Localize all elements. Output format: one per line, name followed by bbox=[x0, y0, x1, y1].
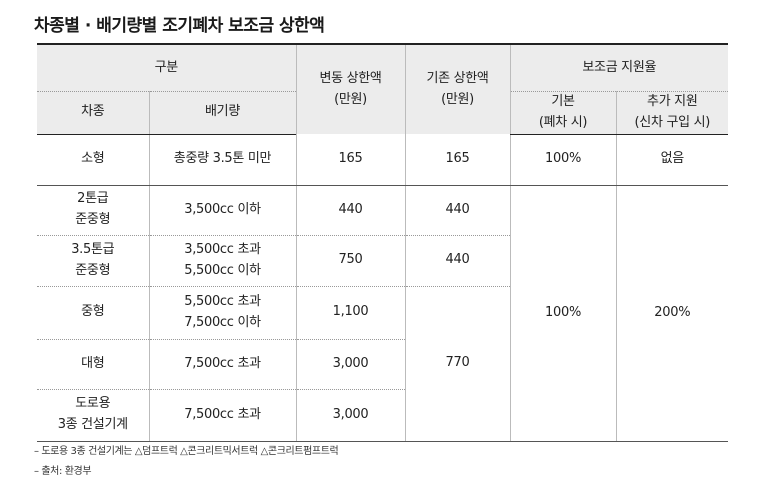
cell-vehicle-type: 2톤급 준중형 bbox=[37, 185, 149, 236]
cell-displacement-line1: 5,500cc 초과 bbox=[184, 293, 261, 309]
cell-vehicle-type-line2: 준중형 bbox=[75, 212, 111, 228]
header-existing-cap-line2: (만원) bbox=[441, 91, 474, 107]
subsidy-table-container: 구분 변동 상한액 (만원) 기존 상한액 (만원) 보조금 지원율 차종 배기… bbox=[37, 42, 729, 442]
cell-vehicle-type: 소형 bbox=[37, 134, 149, 186]
cell-vehicle-type-line2: 준중형 bbox=[75, 262, 111, 278]
header-row-sub: 차종 배기량 기본 (폐차 시) 추가 지원 (신차 구입 시) bbox=[37, 91, 729, 135]
cell-vehicle-type: 3.5톤급 준중형 bbox=[37, 235, 149, 287]
table-row: 2톤급 준중형 3,500cc 이하 440 440 100% 200% bbox=[37, 185, 729, 442]
cell-additional-rate: 없음 bbox=[615, 134, 729, 186]
cell-displacement: 5,500cc 초과 7,500cc 이하 bbox=[148, 286, 297, 340]
header-changed-cap-line1: 변동 상한액 bbox=[319, 70, 382, 86]
header-existing-cap: 기존 상한액 (만원) bbox=[404, 42, 511, 135]
header-group: 구분 bbox=[37, 43, 297, 92]
cell-displacement: 7,500cc 초과 bbox=[148, 339, 297, 390]
footnote-construction-machinery: – 도로용 3종 건설기계는 △덤프트럭 △콘크리트믹서트럭 △콘크리트펌프트럭 bbox=[34, 446, 339, 457]
cell-changed-cap: 3,000 bbox=[295, 339, 406, 390]
cell-vehicle-type: 대형 bbox=[37, 339, 149, 390]
cell-changed-cap: 165 bbox=[295, 134, 406, 186]
cell-changed-cap: 1,100 bbox=[295, 286, 406, 340]
header-additional-line2: (신차 구입 시) bbox=[634, 114, 711, 130]
header-basic: 기본 (폐차 시) bbox=[509, 91, 617, 135]
cell-basic-rate: 100% bbox=[509, 134, 617, 186]
cell-existing-cap: 440 bbox=[404, 235, 511, 287]
cell-changed-cap: 440 bbox=[295, 185, 406, 236]
cell-existing-cap: 440 bbox=[404, 185, 511, 236]
cell-displacement-line2: 5,500cc 이하 bbox=[184, 262, 261, 278]
cell-displacement: 3,500cc 이하 bbox=[148, 185, 297, 236]
cell-vehicle-type: 도로용 3종 건설기계 bbox=[37, 389, 149, 442]
header-basic-line2: (폐차 시) bbox=[538, 114, 588, 130]
cell-vehicle-type-line1: 3.5톤급 bbox=[71, 241, 115, 257]
cell-existing-cap: 165 bbox=[404, 134, 511, 186]
cell-displacement: 3,500cc 초과 5,500cc 이하 bbox=[148, 235, 297, 287]
table-row: 소형 총중량 3.5톤 미만 165 165 100% 없음 bbox=[37, 134, 729, 186]
header-basic-line1: 기본 bbox=[551, 94, 575, 109]
header-additional-line1: 추가 지원 bbox=[647, 94, 698, 109]
cell-changed-cap: 750 bbox=[295, 235, 406, 287]
cell-displacement: 총중량 3.5톤 미만 bbox=[148, 134, 297, 186]
cell-changed-cap: 3,000 bbox=[295, 389, 406, 442]
table-row: 대형 7,500cc 초과 3,000 bbox=[37, 339, 728, 390]
footnotes: – 도로용 3종 건설기계는 △덤프트럭 △콘크리트믹서트럭 △콘크리트펌프트럭… bbox=[34, 442, 339, 482]
cell-basic-rate-merged: 100% bbox=[509, 185, 617, 442]
cell-additional-rate-merged: 200% bbox=[615, 185, 729, 442]
cell-displacement: 7,500cc 초과 bbox=[148, 389, 297, 442]
header-changed-cap-line2: (만원) bbox=[334, 91, 367, 107]
cell-vehicle-type-line2: 3종 건설기계 bbox=[57, 417, 128, 433]
cell-existing-cap-merged: 770 bbox=[404, 286, 511, 442]
header-row-top: 구분 변동 상한액 (만원) 기존 상한액 (만원) 보조금 지원율 bbox=[37, 42, 729, 135]
cell-vehicle-type: 중형 bbox=[37, 286, 149, 340]
header-subsidy-rate: 보조금 지원율 bbox=[509, 43, 729, 92]
cell-vehicle-type-line1: 2톤급 bbox=[77, 191, 109, 207]
subsidy-cap-table: 구분 변동 상한액 (만원) 기존 상한액 (만원) 보조금 지원율 차종 배기… bbox=[37, 42, 729, 442]
table-row: 도로용 3종 건설기계 7,500cc 초과 3,000 bbox=[37, 389, 728, 442]
header-changed-cap: 변동 상한액 (만원) bbox=[295, 42, 406, 135]
page-title: 차종별 · 배기량별 조기폐차 보조금 상한액 bbox=[34, 16, 325, 36]
table-row: 중형 5,500cc 초과 7,500cc 이하 1,100 770 bbox=[37, 286, 728, 442]
table-row: 3.5톤급 준중형 3,500cc 초과 5,500cc 이하 750 440 bbox=[37, 235, 728, 287]
header-displacement: 배기량 bbox=[148, 91, 297, 135]
cell-vehicle-type-line1: 도로용 bbox=[75, 396, 111, 412]
header-additional: 추가 지원 (신차 구입 시) bbox=[615, 91, 729, 135]
cell-displacement-line2: 7,500cc 이하 bbox=[184, 314, 261, 330]
header-existing-cap-line1: 기존 상한액 bbox=[426, 70, 489, 86]
footnote-source: – 출처: 환경부 bbox=[34, 466, 92, 477]
cell-displacement-line1: 3,500cc 초과 bbox=[184, 241, 261, 257]
header-vehicle-type: 차종 bbox=[37, 91, 149, 135]
